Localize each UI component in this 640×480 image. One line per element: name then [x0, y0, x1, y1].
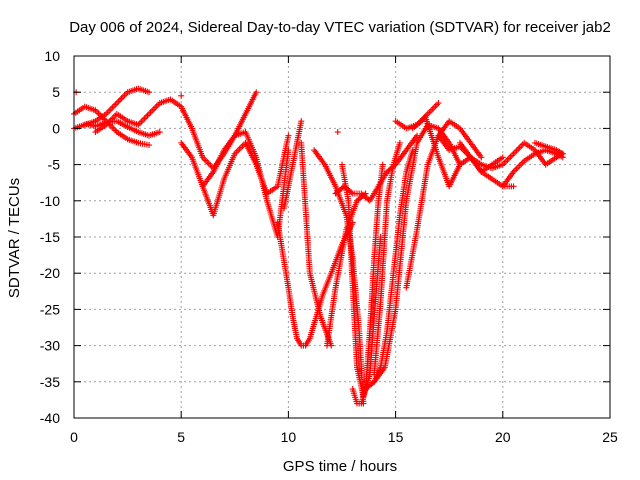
axes: 0 5 10 15 20 25 10 5 0 -5 -10 -15 -20 -25 -30 -35 -40	[40, 48, 618, 445]
data-point	[146, 142, 153, 149]
series-arc-5	[178, 132, 292, 219]
series-arc-14	[349, 161, 386, 407]
series-arc-24	[531, 139, 566, 157]
x-axis-label: GPS time / hours	[283, 458, 397, 475]
data-point	[499, 154, 506, 161]
data-point	[409, 147, 416, 154]
y-tick-label: -40	[40, 410, 60, 426]
data-point	[369, 380, 376, 387]
series-arc-9	[298, 139, 335, 349]
y-tick-label: -10	[40, 193, 60, 209]
series-arc-23	[499, 147, 566, 190]
y-tick-label: 0	[52, 120, 60, 136]
series-arc-2	[71, 103, 153, 149]
chart-title: Day 006 of 2024, Sidereal Day-to-day VTE…	[69, 19, 611, 36]
data-point	[334, 129, 341, 136]
series-arc-15	[362, 147, 416, 393]
series-arc-8	[281, 118, 305, 212]
data-point	[478, 154, 485, 161]
y-tick-label: -35	[40, 374, 60, 390]
y-tick-label: -15	[40, 229, 60, 245]
x-tick-label: 10	[281, 429, 297, 445]
y-tick-label: -20	[40, 265, 60, 281]
y-tick-label: -25	[40, 301, 60, 317]
x-tick-label: 25	[602, 429, 618, 445]
y-tick-label: 5	[52, 84, 60, 100]
data-point	[559, 150, 566, 157]
x-tick-label: 15	[388, 429, 404, 445]
data-point	[178, 92, 185, 99]
series-arc-16	[371, 139, 403, 378]
data-point	[510, 183, 517, 190]
data-point	[253, 89, 260, 96]
series-arc-3	[81, 85, 153, 128]
data-point	[379, 161, 386, 168]
y-tick-label: -5	[48, 157, 61, 173]
data-point	[146, 89, 153, 96]
series-arc-18	[403, 118, 485, 291]
data-point	[285, 132, 292, 139]
y-tick-label: 10	[44, 48, 60, 64]
data-point	[285, 147, 292, 154]
y-axis-label: SDTVAR / TECUs	[6, 178, 23, 298]
plot-frame	[73, 55, 611, 419]
x-tick-label: 20	[495, 429, 511, 445]
data-point	[435, 100, 442, 107]
data-point	[396, 139, 403, 146]
x-tick-label: 0	[70, 429, 78, 445]
data-point	[156, 129, 163, 136]
y-tick-label: -30	[40, 338, 60, 354]
data-point	[298, 118, 305, 125]
x-tick-label: 5	[177, 429, 185, 445]
data-layer	[71, 85, 566, 407]
